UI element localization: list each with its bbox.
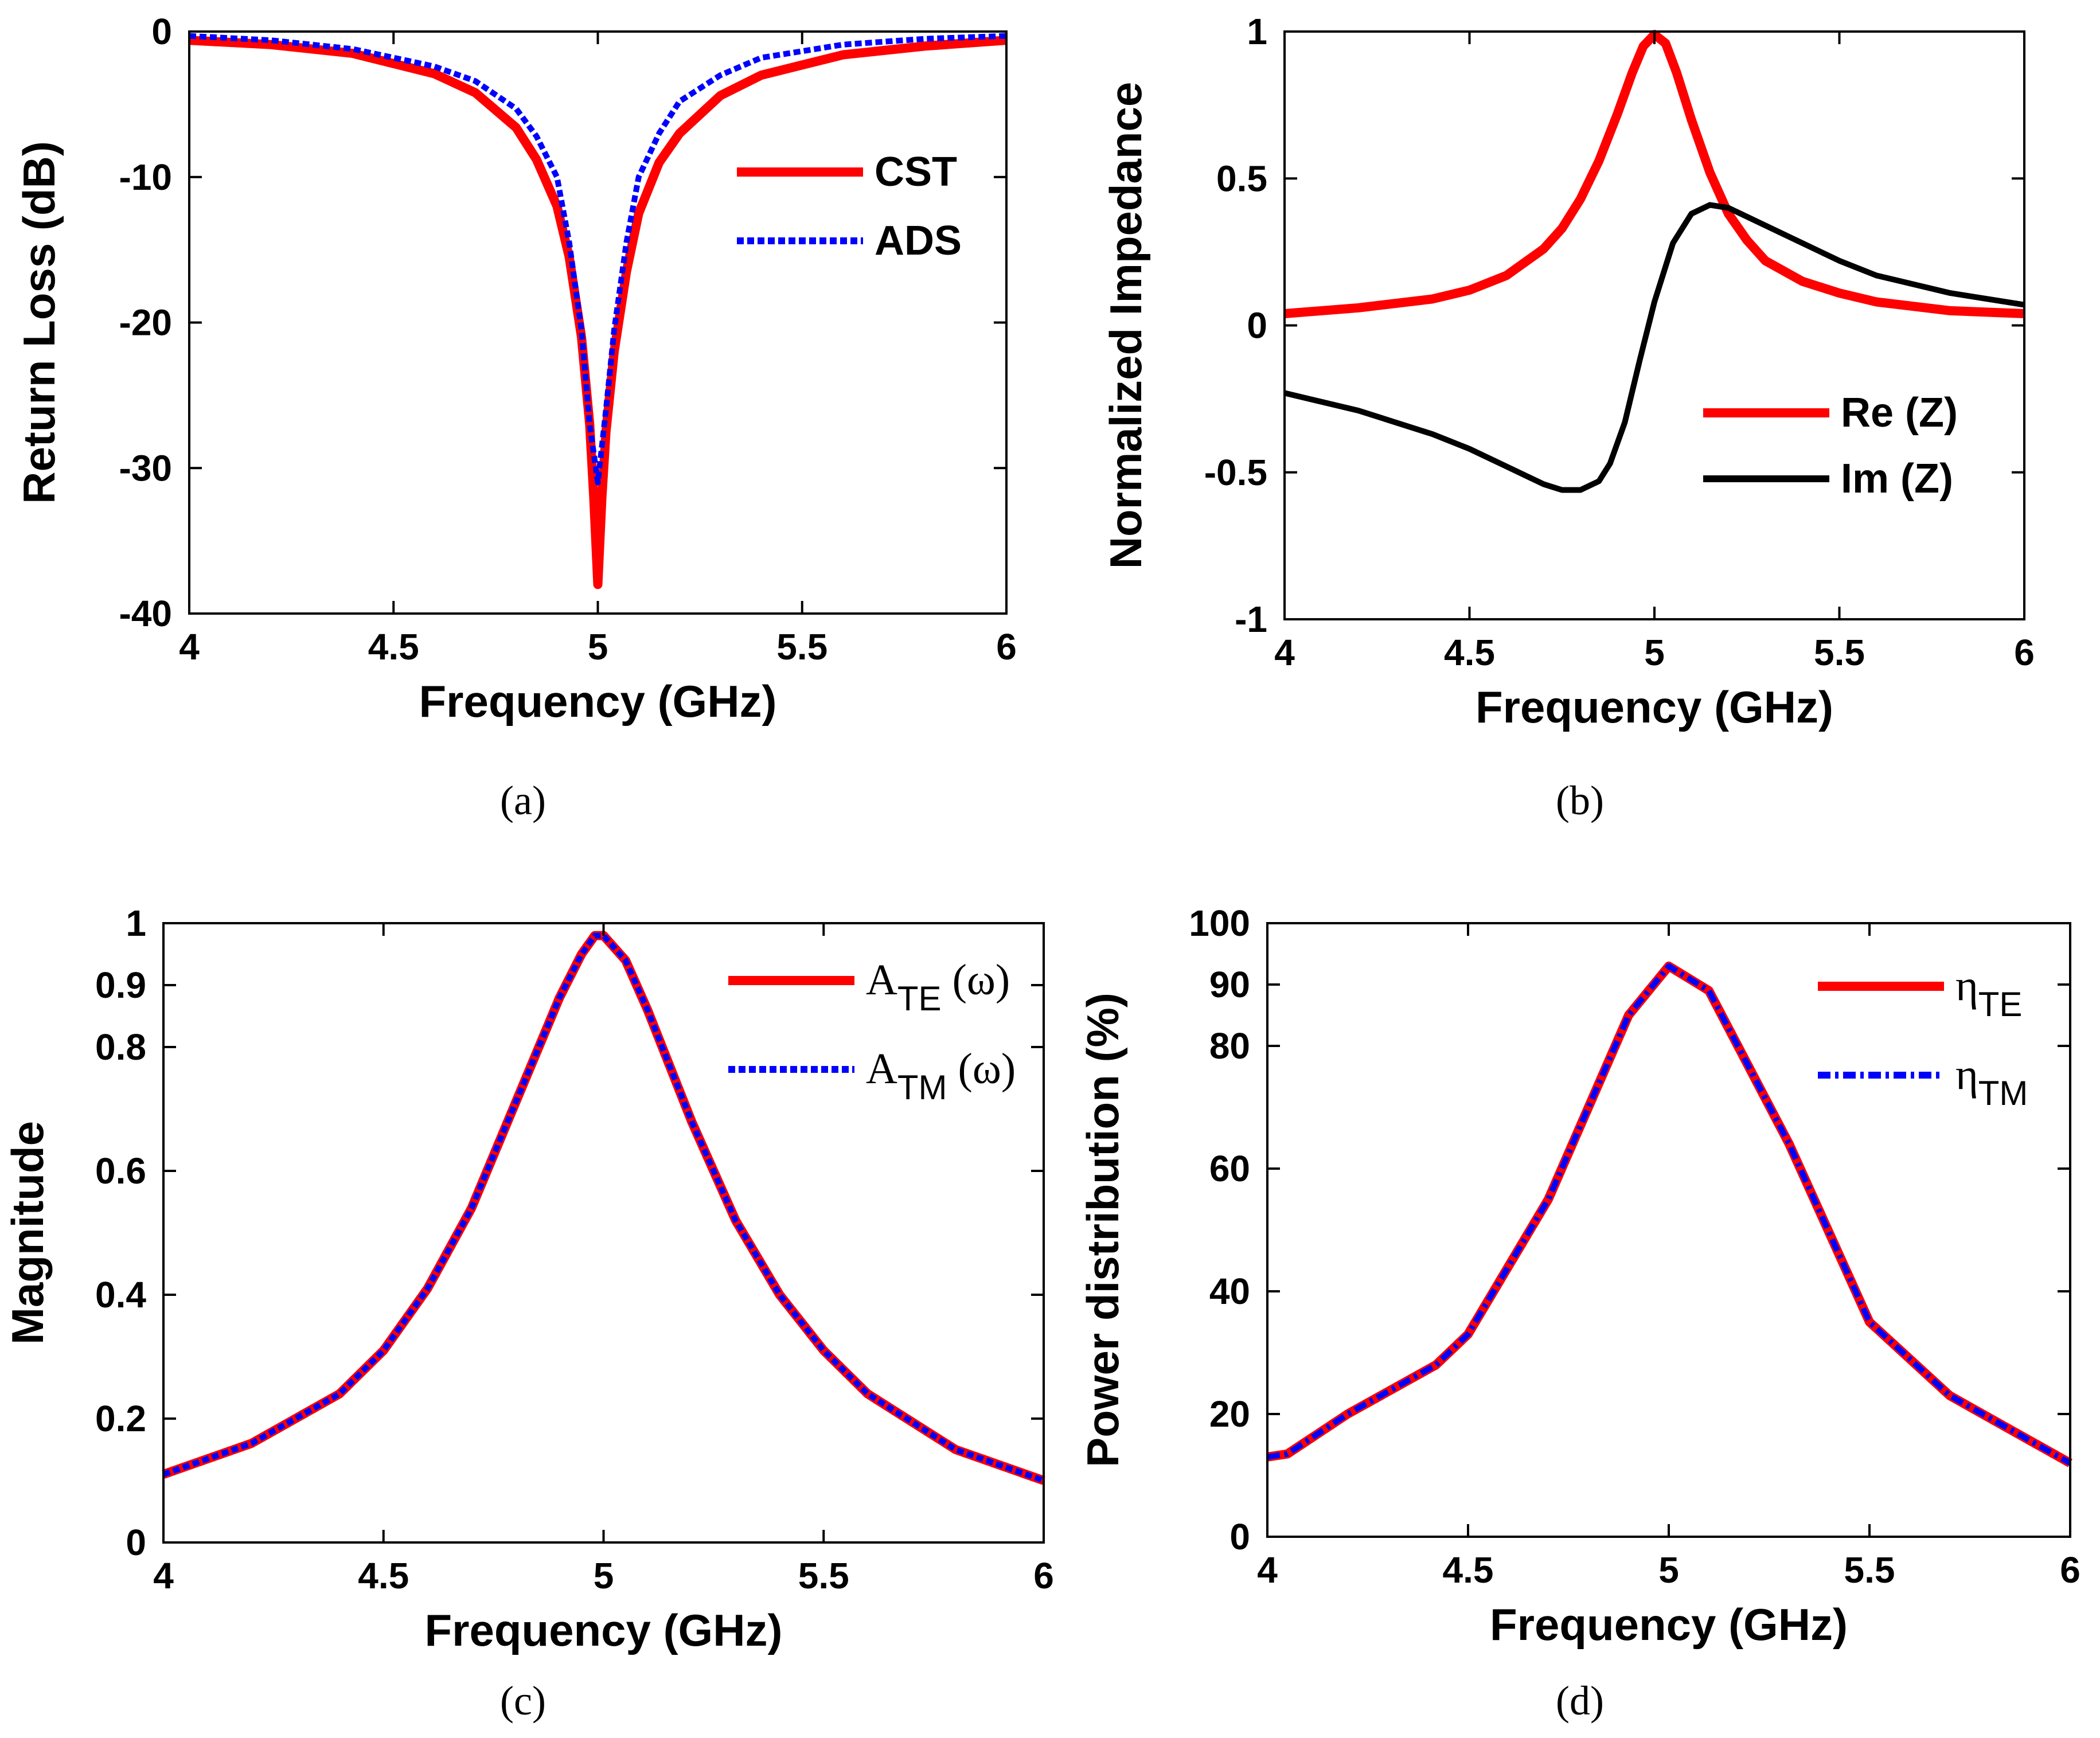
y-tick-label: 0.9 xyxy=(95,964,146,1006)
legend-label: CST xyxy=(875,149,957,195)
y-tick-label: 90 xyxy=(1209,964,1250,1005)
y-tick-label: 0.6 xyxy=(95,1150,146,1192)
legend: Re (Z) Im (Z) xyxy=(1703,390,1958,502)
x-tick-label: 6 xyxy=(996,626,1017,667)
x-tick-label: 6 xyxy=(1033,1555,1054,1596)
plot-frame xyxy=(1266,922,2071,1538)
y-tick-label: 100 xyxy=(1189,903,1250,944)
legend-label: ηTE xyxy=(1955,962,2022,1024)
x-tick-label: 4.5 xyxy=(358,1555,409,1596)
x-axis-label: Frequency (GHz) xyxy=(1476,682,1833,732)
y-tick-label: -40 xyxy=(119,593,173,634)
y-tick-label: 0.4 xyxy=(95,1274,146,1315)
series-group xyxy=(1266,961,2072,1467)
panel-caption: (a) xyxy=(500,778,546,823)
x-tick-label: 5.5 xyxy=(1814,632,1865,673)
x-tick-label: 6 xyxy=(2060,1549,2081,1591)
y-tick-label: 0.5 xyxy=(1216,158,1267,199)
x-tick-label: 5 xyxy=(1644,632,1665,673)
y-tick-label: 0 xyxy=(151,11,172,52)
series-line-te xyxy=(1266,961,2072,1467)
plot-frame xyxy=(1283,30,2025,620)
y-tick-label: 0.2 xyxy=(95,1398,146,1439)
y-tick-label: 40 xyxy=(1209,1271,1250,1312)
y-tick-label: 20 xyxy=(1209,1393,1250,1435)
series-group xyxy=(162,931,1045,1485)
x-tick-label: 5 xyxy=(1658,1549,1679,1591)
series-group xyxy=(189,33,1007,589)
panel-c: 4 4.5 5 5.5 6 0 0.2 0.4 0.6 0.8 0.9 1 Frequency (GHz… xyxy=(2,903,1054,1724)
panel-caption: (d) xyxy=(1556,1678,1604,1724)
legend-label: ηTM xyxy=(1955,1050,2028,1112)
legend: CST ADS xyxy=(737,149,962,264)
y-tick-label: 0.8 xyxy=(95,1026,146,1068)
panel-b: 4 4.5 5 5.5 6 -1 -0.5 0 0.5 1 Frequency (GHz) Norma… xyxy=(1100,11,2035,823)
panel-a: 4 4.5 5 5.5 6 -40 -30 -20 -10 0 Frequency (GHz) Ret… xyxy=(14,11,1017,823)
series-line-rez xyxy=(1284,30,2025,318)
legend-label: Im (Z) xyxy=(1841,456,1953,502)
y-tick-label: -1 xyxy=(1235,599,1267,640)
legend: ηTE ηTM xyxy=(1818,962,2028,1112)
y-tick-label: 0 xyxy=(1229,1516,1250,1557)
y-axis-label: Power distribution (%) xyxy=(1078,993,1128,1467)
panel-caption: (c) xyxy=(500,1678,546,1724)
y-axis-label: Magnitude xyxy=(2,1121,53,1345)
series-line-tm xyxy=(162,932,1045,1483)
y-tick-label: 0 xyxy=(126,1522,146,1563)
series-line-imz xyxy=(1283,202,2025,493)
y-axis-label: Normalized Impedance xyxy=(1100,82,1151,569)
legend-label: Re (Z) xyxy=(1841,390,1958,436)
x-tick-label: 6 xyxy=(2014,632,2035,673)
x-tick-label: 4 xyxy=(1257,1549,1278,1591)
x-tick-label: 5 xyxy=(588,626,608,667)
y-tick-label: 1 xyxy=(126,903,146,944)
x-tick-label: 4 xyxy=(1274,632,1295,673)
y-tick-label: -0.5 xyxy=(1204,452,1267,493)
panel-caption: (b) xyxy=(1556,778,1604,823)
x-tick-label: 4.5 xyxy=(368,626,419,667)
x-tick-label: 5.5 xyxy=(776,626,827,667)
y-tick-label: -20 xyxy=(119,302,173,343)
x-tick-label: 5 xyxy=(594,1555,614,1596)
x-tick-label: 4.5 xyxy=(1444,632,1495,673)
x-tick-label: 5.5 xyxy=(1844,1549,1895,1591)
x-tick-label: 4 xyxy=(179,626,200,667)
x-axis-label: Frequency (GHz) xyxy=(419,676,776,727)
legend-label: ATM (ω) xyxy=(866,1045,1016,1107)
series-line-ads xyxy=(189,33,1007,486)
y-tick-label: -30 xyxy=(119,447,173,489)
y-tick-label: 1 xyxy=(1247,11,1267,52)
series-line-cst xyxy=(189,36,1007,589)
y-tick-label: 60 xyxy=(1209,1148,1250,1189)
legend: ATE (ω) ATM (ω) xyxy=(728,956,1016,1107)
legend-label: ADS xyxy=(875,218,962,264)
legend-label: ATE (ω) xyxy=(866,956,1010,1018)
x-tick-label: 4 xyxy=(153,1555,174,1596)
y-axis-label: Return Loss (dB) xyxy=(14,141,64,504)
x-axis-label: Frequency (GHz) xyxy=(424,1605,782,1655)
y-tick-label: 80 xyxy=(1209,1025,1250,1067)
x-axis-label: Frequency (GHz) xyxy=(1490,1599,1848,1650)
x-tick-label: 5.5 xyxy=(798,1555,849,1596)
x-tick-label: 4.5 xyxy=(1443,1549,1494,1591)
y-tick-label: 0 xyxy=(1247,305,1267,346)
y-tick-label: -10 xyxy=(119,157,173,198)
